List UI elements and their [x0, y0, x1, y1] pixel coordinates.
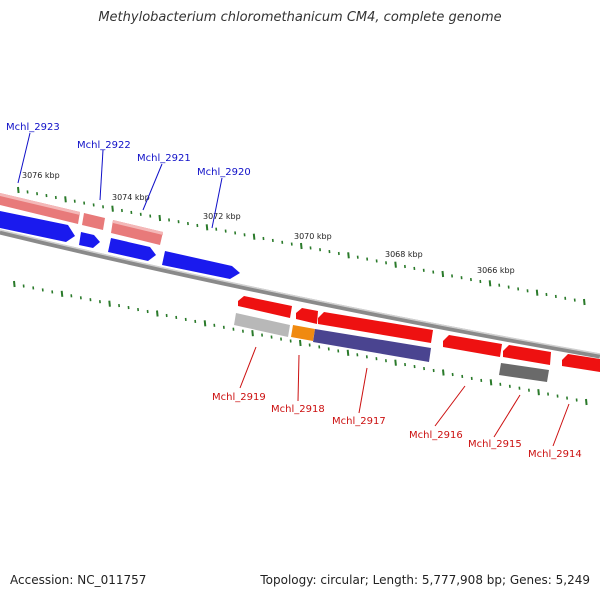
tick-outer-10	[111, 205, 114, 212]
gene-blue-2[interactable]	[79, 232, 100, 248]
gene-label-mchl-2915[interactable]: Mchl_2915	[468, 439, 522, 450]
tick-inner-25	[251, 330, 254, 337]
gene-label-mchl-2921[interactable]: Mchl_2921	[137, 153, 191, 164]
ticks-outer-row	[17, 186, 586, 306]
leader-mchl-2919	[239, 346, 257, 389]
tick-inner-10	[108, 300, 111, 307]
tick-inner-0	[13, 280, 16, 288]
gene-grey-light[interactable]	[234, 313, 290, 337]
tick-inner-55	[537, 389, 540, 396]
gene-red-2[interactable]	[296, 308, 318, 324]
gene-purple[interactable]	[313, 329, 431, 362]
gene-red-3[interactable]	[318, 312, 433, 343]
tick-inner-35	[346, 349, 350, 356]
gene-orange[interactable]	[291, 325, 315, 341]
gene-grey-dark[interactable]	[499, 363, 549, 382]
tick-outer-20	[205, 224, 209, 231]
leader-mchl-2915	[493, 394, 521, 438]
tick-outer-45	[441, 270, 445, 278]
tick-outer-25	[252, 233, 256, 240]
accession-text: Accession: NC_011757	[10, 573, 147, 587]
tick-inner-60	[585, 398, 588, 406]
gene-blue-1[interactable]	[0, 211, 75, 242]
leader-mchl-2923	[17, 132, 31, 184]
tick-inner-5	[60, 290, 64, 297]
gene-red-6[interactable]	[562, 354, 600, 372]
gene-pink-3-top	[113, 220, 163, 235]
gene-label-mchl-2919[interactable]: Mchl_2919	[212, 392, 266, 403]
tick-outer-55	[535, 289, 539, 296]
gene-pink-2[interactable]	[82, 213, 105, 230]
tick-inner-40	[394, 359, 397, 366]
tick-outer-60	[583, 298, 586, 306]
ruler-label-3068: 3068 kbp	[385, 250, 423, 259]
leader-mchl-2921	[142, 163, 163, 211]
gene-label-mchl-2923[interactable]: Mchl_2923	[6, 122, 60, 133]
gene-label-mchl-2916[interactable]: Mchl_2916	[409, 430, 463, 441]
ruler-label-3072: 3072 kbp	[203, 212, 241, 221]
tick-inner-30	[299, 339, 302, 347]
tick-outer-15	[158, 214, 162, 222]
tick-outer-30	[300, 242, 303, 250]
gene-label-mchl-2918[interactable]: Mchl_2918	[271, 404, 325, 415]
map-title: Methylobacterium chloromethanicum CM4, c…	[98, 10, 502, 25]
ticks-inner-row	[13, 280, 588, 406]
tick-outer-5	[64, 196, 67, 203]
ruler-label-3074: 3074 kbp	[112, 193, 150, 202]
topology-text: Topology: circular; Length: 5,777,908 bp…	[260, 573, 590, 587]
tick-inner-45	[442, 369, 445, 376]
ruler-label-3070: 3070 kbp	[294, 232, 332, 241]
tick-inner-15	[156, 310, 159, 317]
gene-red-5[interactable]	[503, 345, 551, 365]
gene-blue-4[interactable]	[162, 251, 240, 279]
genome-backbone	[0, 229, 600, 359]
leader-mchl-2914	[552, 403, 570, 447]
gene-label-mchl-2917[interactable]: Mchl_2917	[332, 416, 386, 427]
tick-inner-50	[489, 379, 493, 386]
gene-pink-1-top	[0, 193, 80, 215]
gene-red-4[interactable]	[443, 335, 502, 357]
leader-mchl-2917	[358, 367, 368, 414]
leader-mchl-2918	[297, 354, 300, 402]
gene-label-mchl-2920[interactable]: Mchl_2920	[197, 167, 251, 178]
gene-pink-3[interactable]	[111, 220, 163, 245]
leader-mchl-2920	[211, 177, 223, 229]
leader-mchl-2922	[99, 149, 104, 201]
gene-label-mchl-2922[interactable]: Mchl_2922	[77, 140, 131, 151]
gene-red-1[interactable]	[238, 296, 292, 318]
tick-inner-20	[203, 320, 207, 327]
tick-outer-35	[347, 252, 350, 259]
leader-mchl-2916	[434, 385, 466, 427]
gene-label-mchl-2914[interactable]: Mchl_2914	[528, 449, 582, 460]
tick-outer-50	[488, 280, 492, 287]
genome-backbone-highlight	[0, 229, 600, 355]
tick-outer-0	[17, 186, 20, 194]
ruler-label-3076: 3076 kbp	[22, 171, 60, 180]
tick-outer-40	[394, 261, 397, 268]
ruler-label-3066: 3066 kbp	[477, 266, 515, 275]
gene-blue-3[interactable]	[108, 238, 156, 261]
